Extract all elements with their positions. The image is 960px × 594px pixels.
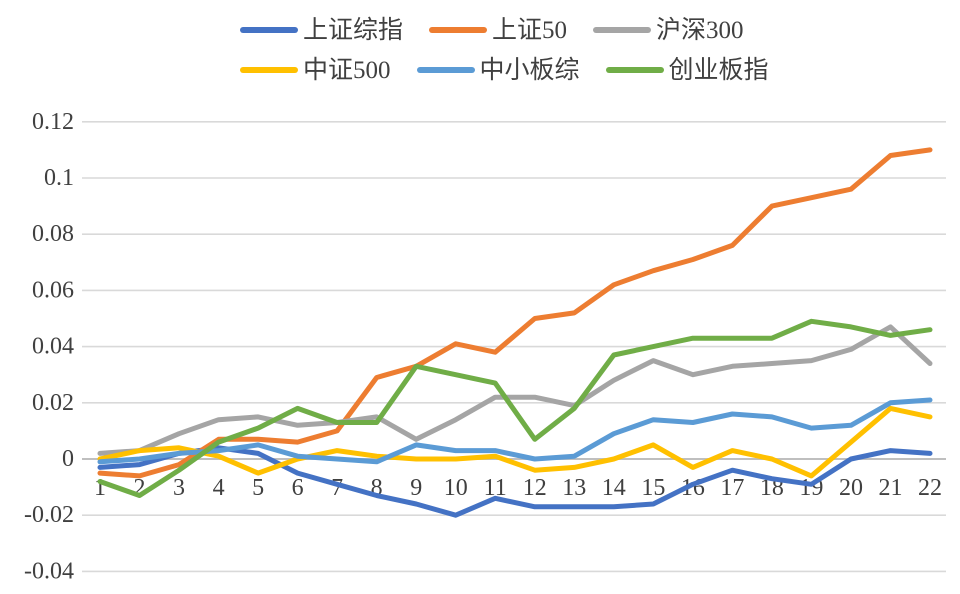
x-tick-label: 13	[562, 475, 586, 501]
chart-legend: 上证综指 上证50 沪深300 中证500 中小板综 创业板指	[240, 10, 795, 90]
y-tick-label: 0.04	[32, 334, 74, 360]
legend-label: 上证50	[492, 16, 568, 44]
series-line-1	[97, 147, 933, 479]
legend-line-swatch-icon	[416, 67, 475, 73]
x-tick-label: 4	[213, 475, 225, 501]
x-tick-label: 3	[173, 475, 185, 501]
x-tick-label: 14	[602, 475, 626, 501]
x-tick-label: 12	[523, 475, 547, 501]
series-line-2	[97, 324, 933, 456]
series-line-4	[97, 397, 933, 465]
x-tick-label: 9	[410, 475, 422, 501]
legend-row-1: 上证综指 上证50 沪深300	[240, 10, 795, 50]
legend-item-1: 上证50	[429, 18, 567, 43]
y-tick-label: 0.1	[44, 165, 74, 191]
legend-label: 中小板综	[479, 56, 580, 84]
legend-item-3: 中证500	[240, 58, 391, 83]
legend-line-swatch-icon	[240, 67, 298, 73]
legend-item-2: 沪深300	[593, 18, 744, 43]
x-tick-label: 22	[918, 475, 942, 501]
series-line-3	[97, 405, 933, 479]
x-tick-label: 11	[484, 475, 507, 501]
x-tick-label: 15	[641, 475, 665, 501]
series-lines	[97, 147, 933, 518]
legend-line-swatch-icon	[429, 27, 488, 33]
legend-line-swatch-icon	[605, 67, 664, 73]
y-tick-label: 0.02	[32, 390, 74, 416]
legend-label: 沪深300	[656, 16, 744, 44]
legend-label: 上证综指	[303, 16, 404, 44]
y-tick-label: 0.12	[32, 109, 74, 135]
legend-item-4: 中小板综	[416, 56, 580, 84]
x-tick-label: 17	[720, 475, 744, 501]
legend-label: 中证500	[303, 56, 391, 84]
x-tick-label: 5	[252, 475, 264, 501]
legend-row-2: 中证500 中小板综 创业板指	[240, 50, 795, 90]
legend-line-swatch-icon	[240, 27, 298, 33]
y-tick-label: 0	[62, 446, 74, 472]
y-tick-label: 0.06	[32, 277, 74, 303]
legend-item-0: 上证综指	[240, 18, 403, 43]
x-axis-tick-labels: 1 2 3 4 5 6 7 8 9 10 11 12 13 14 15 16 17 18 19 20 21 22	[94, 475, 942, 501]
y-tick-label: -0.02	[24, 502, 74, 528]
x-tick-label: 20	[839, 475, 863, 501]
y-axis-tick-labels: 0.12 0.1 0.08 0.06 0.04 0.02 0 -0.02 -0.04	[24, 109, 74, 585]
y-tick-label: 0.08	[32, 221, 74, 247]
legend-label: 创业板指	[668, 56, 769, 84]
x-tick-label: 1	[94, 475, 106, 501]
series-line-0	[97, 445, 933, 518]
legend-line-swatch-icon	[593, 27, 652, 33]
x-tick-label: 21	[878, 475, 902, 501]
x-tick-label: 10	[444, 475, 468, 501]
x-tick-label: 6	[292, 475, 304, 501]
legend-item-5: 创业板指	[605, 56, 769, 84]
y-tick-label: -0.04	[24, 558, 74, 584]
series-line-5	[97, 318, 933, 498]
